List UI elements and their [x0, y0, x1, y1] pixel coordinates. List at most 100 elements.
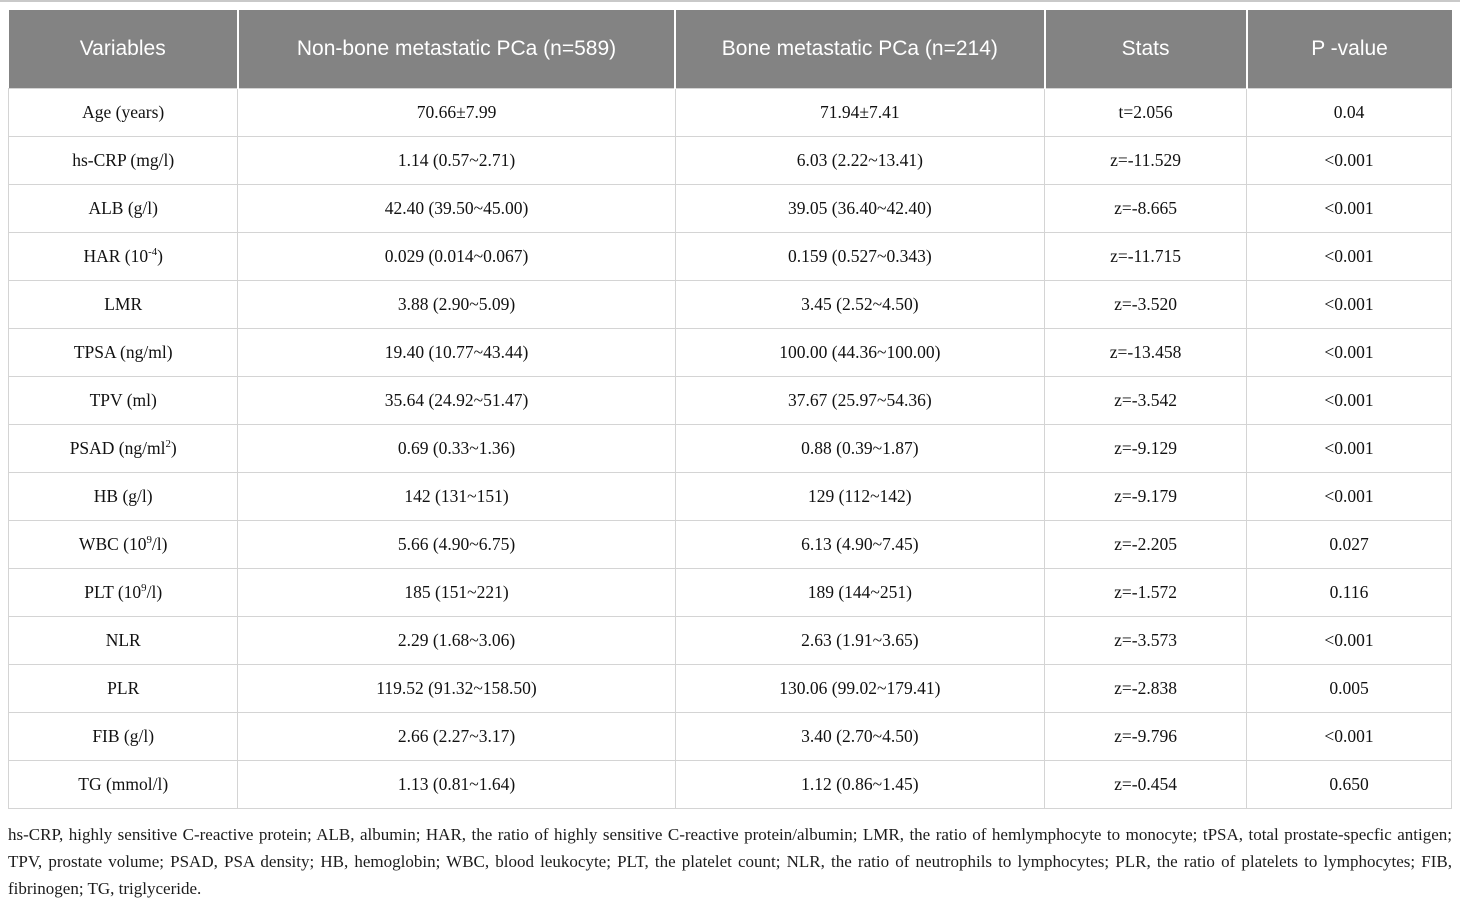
column-header-variables: Variables [8, 10, 238, 89]
stats-cell: z=-2.205 [1044, 520, 1248, 569]
table-footnote: hs-CRP, highly sensitive C-reactive prot… [8, 825, 1452, 898]
header-row: Variables Non-bone metastatic PCa (n=589… [8, 10, 1452, 89]
nonbone-value-cell: 1.13 (0.81~1.64) [237, 760, 676, 809]
bone-value-cell: 189 (144~251) [674, 568, 1046, 617]
column-header-bone: Bone metastatic PCa (n=214) [674, 10, 1045, 89]
pvalue-cell: 0.04 [1246, 88, 1452, 137]
bone-value-cell: 3.40 (2.70~4.50) [674, 712, 1046, 761]
stats-cell: z=-1.572 [1044, 568, 1248, 617]
pvalue-cell: 0.027 [1246, 520, 1452, 569]
pvalue-cell: <0.001 [1246, 616, 1452, 665]
table-row: TPV (ml) 35.64 (24.92~51.47) 37.67 (25.97~… [7, 376, 1452, 425]
nonbone-value-cell: 5.66 (4.90~6.75) [237, 520, 676, 569]
pvalue-cell: <0.001 [1246, 376, 1452, 425]
bone-value-cell: 129 (112~142) [674, 472, 1046, 521]
table-row: HAR (10-4) 0.029 (0.014~0.067) 0.159 (0.52… [7, 232, 1452, 281]
nonbone-value-cell: 142 (131~151) [237, 472, 676, 521]
bone-value-cell: 2.63 (1.91~3.65) [674, 616, 1046, 665]
superscript: 2 [165, 438, 171, 451]
pvalue-cell: <0.001 [1246, 472, 1452, 521]
stats-cell: z=-8.665 [1044, 184, 1248, 233]
bone-value-cell: 1.12 (0.86~1.45) [674, 760, 1046, 809]
table-body: Age (years) 70.66±7.99 71.94±7.41 t=2.056 0.… [7, 88, 1452, 809]
stats-cell: z=-3.573 [1044, 616, 1248, 665]
table-row: TPSA (ng/ml) 19.40 (10.77~43.44) 100.00 (4… [7, 328, 1452, 377]
variable-cell: TPSA (ng/ml) [7, 328, 239, 377]
nonbone-value-cell: 0.69 (0.33~1.36) [237, 424, 676, 473]
bone-value-cell: 3.45 (2.52~4.50) [674, 280, 1046, 329]
nonbone-value-cell: 2.66 (2.27~3.17) [237, 712, 676, 761]
variable-cell: WBC (109/l) [7, 520, 239, 569]
pvalue-cell: <0.001 [1246, 424, 1452, 473]
bone-value-cell: 100.00 (44.36~100.00) [674, 328, 1046, 377]
bone-value-cell: 6.03 (2.22~13.41) [674, 136, 1046, 185]
stats-cell: z=-3.542 [1044, 376, 1248, 425]
bone-value-cell: 130.06 (99.02~179.41) [674, 664, 1046, 713]
bone-value-cell: 0.88 (0.39~1.87) [674, 424, 1046, 473]
variable-cell: ALB (g/l) [7, 184, 239, 233]
nonbone-value-cell: 1.14 (0.57~2.71) [237, 136, 676, 185]
stats-cell: z=-11.529 [1044, 136, 1248, 185]
table-row: PLT (109/l) 185 (151~221) 189 (144~251) z=-… [7, 568, 1452, 617]
table-row: LMR 3.88 (2.90~5.09) 3.45 (2.52~4.50) z=-3.… [7, 280, 1452, 329]
stats-cell: z=-11.715 [1044, 232, 1248, 281]
variable-cell: NLR [7, 616, 239, 665]
variable-cell: TG (mmol/l) [7, 760, 239, 809]
nonbone-value-cell: 119.52 (91.32~158.50) [237, 664, 676, 713]
superscript: 9 [141, 582, 147, 595]
pvalue-cell: <0.001 [1246, 280, 1452, 329]
pvalue-cell: <0.001 [1246, 136, 1452, 185]
variable-cell: hs-CRP (mg/l) [7, 136, 239, 185]
bone-value-cell: 37.67 (25.97~54.36) [674, 376, 1046, 425]
nonbone-value-cell: 3.88 (2.90~5.09) [237, 280, 676, 329]
column-header-stats: Stats [1043, 10, 1247, 89]
bone-value-cell: 71.94±7.41 [674, 88, 1046, 137]
bone-value-cell: 39.05 (36.40~42.40) [674, 184, 1046, 233]
variable-cell: PLR [7, 664, 239, 713]
variable-cell: HAR (10-4) [7, 232, 239, 281]
table-row: NLR 2.29 (1.68~3.06) 2.63 (1.91~3.65) z=-3.… [7, 616, 1452, 665]
column-header-nonbone: Non-bone metastatic PCa (n=589) [236, 10, 676, 89]
bone-value-cell: 6.13 (4.90~7.45) [674, 520, 1046, 569]
table-row: PLR 119.52 (91.32~158.50) 130.06 (99.02~17… [7, 664, 1452, 713]
variable-cell: LMR [7, 280, 239, 329]
variable-cell: Age (years) [7, 88, 239, 137]
nonbone-value-cell: 0.029 (0.014~0.067) [237, 232, 676, 281]
stats-cell: t=2.056 [1044, 88, 1248, 137]
nonbone-value-cell: 19.40 (10.77~43.44) [237, 328, 676, 377]
stats-cell: z=-2.838 [1044, 664, 1248, 713]
table-row: PSAD (ng/ml2) 0.69 (0.33~1.36) 0.88 (0.39~… [7, 424, 1452, 473]
pvalue-cell: 0.116 [1246, 568, 1452, 617]
table-row: WBC (109/l) 5.66 (4.90~6.75) 6.13 (4.90~7.… [7, 520, 1452, 569]
table-row: hs-CRP (mg/l) 1.14 (0.57~2.71) 6.03 (2.22~… [7, 136, 1452, 185]
pvalue-cell: 0.650 [1246, 760, 1452, 809]
variable-cell: HB (g/l) [7, 472, 239, 521]
pvalue-cell: <0.001 [1246, 328, 1452, 377]
pvalue-cell: <0.001 [1246, 232, 1452, 281]
table-row: TG (mmol/l) 1.13 (0.81~1.64) 1.12 (0.86~1.… [7, 760, 1452, 809]
table-header: Variables Non-bone metastatic PCa (n=589… [8, 10, 1452, 89]
stats-cell: z=-0.454 [1044, 760, 1248, 809]
nonbone-value-cell: 2.29 (1.68~3.06) [237, 616, 676, 665]
pvalue-cell: 0.005 [1246, 664, 1452, 713]
table-row: HB (g/l) 142 (131~151) 129 (112~142) z=-9.1… [7, 472, 1452, 521]
top-divider [0, 0, 1460, 2]
pvalue-cell: <0.001 [1246, 184, 1452, 233]
nonbone-value-cell: 42.40 (39.50~45.00) [237, 184, 676, 233]
nonbone-value-cell: 185 (151~221) [237, 568, 676, 617]
superscript: -4 [148, 246, 158, 259]
stats-cell: z=-9.129 [1044, 424, 1248, 473]
pvalue-cell: <0.001 [1246, 712, 1452, 761]
stats-cell: z=-13.458 [1044, 328, 1248, 377]
table-row: Age (years) 70.66±7.99 71.94±7.41 t=2.056 0.… [7, 88, 1452, 137]
nonbone-value-cell: 35.64 (24.92~51.47) [237, 376, 676, 425]
stats-cell: z=-3.520 [1044, 280, 1248, 329]
variable-cell: PLT (109/l) [7, 568, 239, 617]
bone-value-cell: 0.159 (0.527~0.343) [674, 232, 1046, 281]
stats-cell: z=-9.179 [1044, 472, 1248, 521]
variable-cell: TPV (ml) [7, 376, 239, 425]
column-header-pvalue: P -value [1245, 10, 1452, 89]
stats-cell: z=-9.796 [1044, 712, 1248, 761]
table-row: ALB (g/l) 42.40 (39.50~45.00) 39.05 (36.40… [7, 184, 1452, 233]
